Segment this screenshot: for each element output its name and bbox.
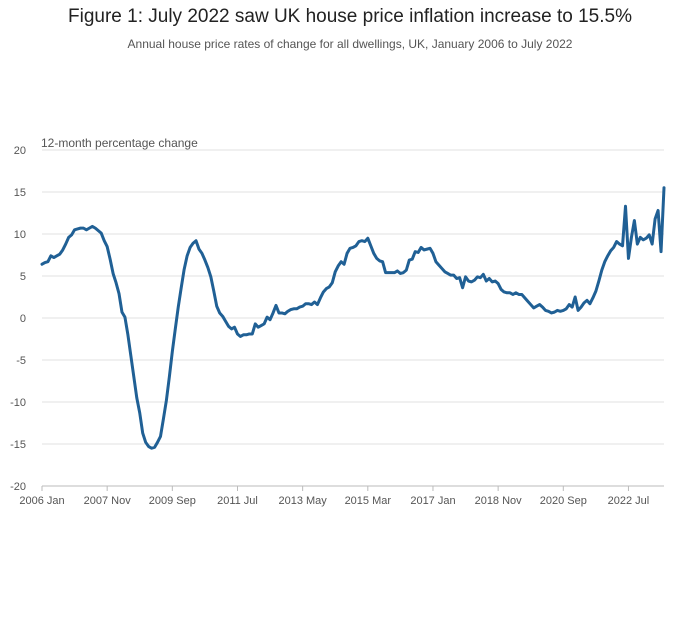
- x-tick-label: 2007 Nov: [84, 495, 132, 507]
- series-line: [40, 186, 666, 450]
- chart-subtitle: Annual house price rates of change for a…: [127, 37, 573, 51]
- y-tick-label: 5: [20, 271, 26, 283]
- x-tick-label: 2006 Jan: [19, 495, 64, 507]
- x-tick-label: 2022 Jul: [608, 495, 650, 507]
- y-tick-label: -15: [10, 439, 26, 451]
- x-tick-label: 2009 Sep: [149, 495, 196, 507]
- y-axis-ticks: 20 15 10 5 0 -5 -10 -15 -20: [10, 145, 26, 493]
- y-tick-label: 10: [14, 229, 26, 241]
- y-tick-label: 0: [20, 313, 26, 325]
- y-tick-label: -10: [10, 397, 26, 409]
- x-tick-label: 2013 May: [278, 495, 327, 507]
- y-tick-label: -5: [16, 355, 26, 367]
- x-tick-label: 2011 Jul: [217, 495, 258, 507]
- x-tick-label: 2015 Mar: [345, 495, 392, 507]
- y-tick-label: -20: [10, 481, 26, 493]
- y-tick-label: 20: [14, 145, 26, 157]
- y-axis-title: 12-month percentage change: [41, 136, 198, 150]
- y-tick-label: 15: [14, 187, 26, 199]
- chart-title: Figure 1: July 2022 saw UK house price i…: [68, 6, 632, 27]
- x-tick-label: 2017 Jan: [410, 495, 455, 507]
- gridlines: [42, 149, 664, 487]
- x-tick-label: 2020 Sep: [540, 495, 587, 507]
- series-group: [40, 186, 666, 450]
- x-tick-label: 2018 Nov: [475, 495, 523, 507]
- x-axis-ticks: 2006 Jan 2007 Nov 2009 Sep 2011 Jul 2013 May…: [19, 486, 649, 507]
